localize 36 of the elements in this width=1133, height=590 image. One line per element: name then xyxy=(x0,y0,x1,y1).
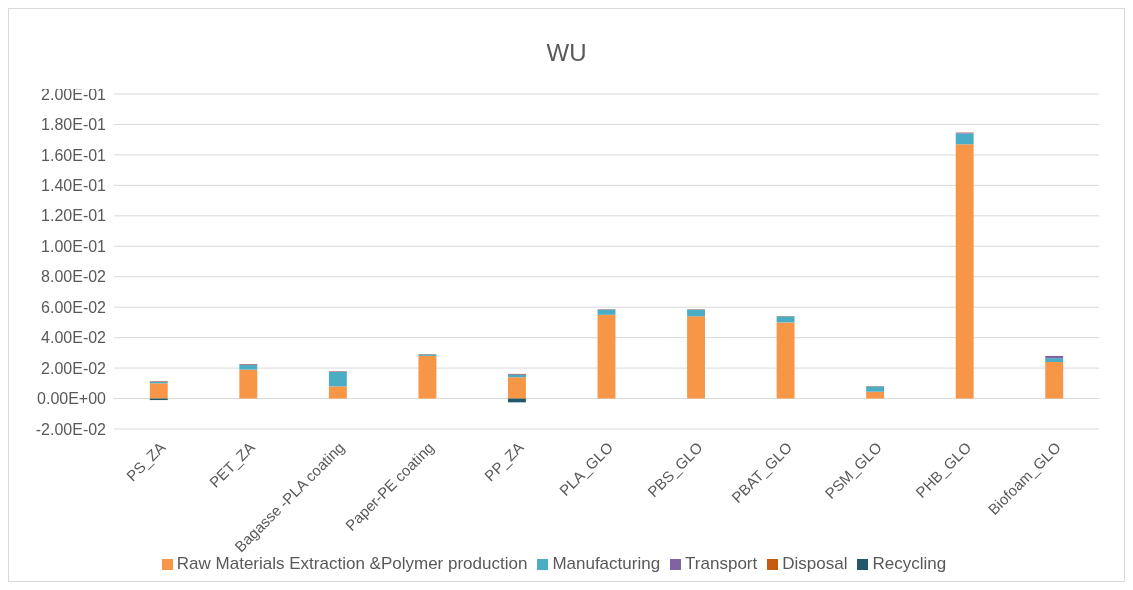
bar xyxy=(239,369,258,399)
y-tick-label: 0.00E+00 xyxy=(37,390,107,408)
bar xyxy=(597,309,616,315)
bar xyxy=(866,391,885,399)
bar xyxy=(418,355,437,399)
bar xyxy=(328,386,347,399)
chart-title: WU xyxy=(546,39,587,66)
y-tick-label: 1.00E-01 xyxy=(41,237,107,255)
y-tick-label: 1.20E-01 xyxy=(41,207,107,225)
y-tick-label: 1.80E-01 xyxy=(41,116,107,134)
bar xyxy=(508,377,526,399)
bar xyxy=(597,314,616,399)
bar xyxy=(955,144,974,399)
bar xyxy=(866,386,885,392)
bar xyxy=(687,316,705,399)
y-tick-label: 2.00E-02 xyxy=(41,359,107,377)
y-tick-label: 8.00E-02 xyxy=(41,268,107,286)
y-tick-label: 4.00E-02 xyxy=(41,329,107,347)
bar xyxy=(776,316,795,323)
bar xyxy=(328,371,347,387)
y-tick-label: 1.60E-01 xyxy=(41,146,107,164)
legend-label: Raw Materials Extraction &Polymer production xyxy=(176,554,528,573)
bar xyxy=(776,322,795,399)
bar xyxy=(1045,362,1064,399)
bar xyxy=(955,133,974,145)
legend-label: Recycling xyxy=(872,554,947,573)
bar xyxy=(149,383,168,399)
y-tick-label: 2.00E-01 xyxy=(41,85,107,103)
legend-label: Transport xyxy=(685,554,758,573)
bar xyxy=(687,309,705,317)
y-tick-label: 6.00E-02 xyxy=(41,298,107,316)
legend-label: Disposal xyxy=(782,554,848,573)
legend-label: Manufacturing xyxy=(552,554,661,573)
bar xyxy=(239,365,258,370)
y-tick-label: 1.40E-01 xyxy=(41,177,107,195)
y-tick-label: -2.00E-02 xyxy=(35,420,107,438)
